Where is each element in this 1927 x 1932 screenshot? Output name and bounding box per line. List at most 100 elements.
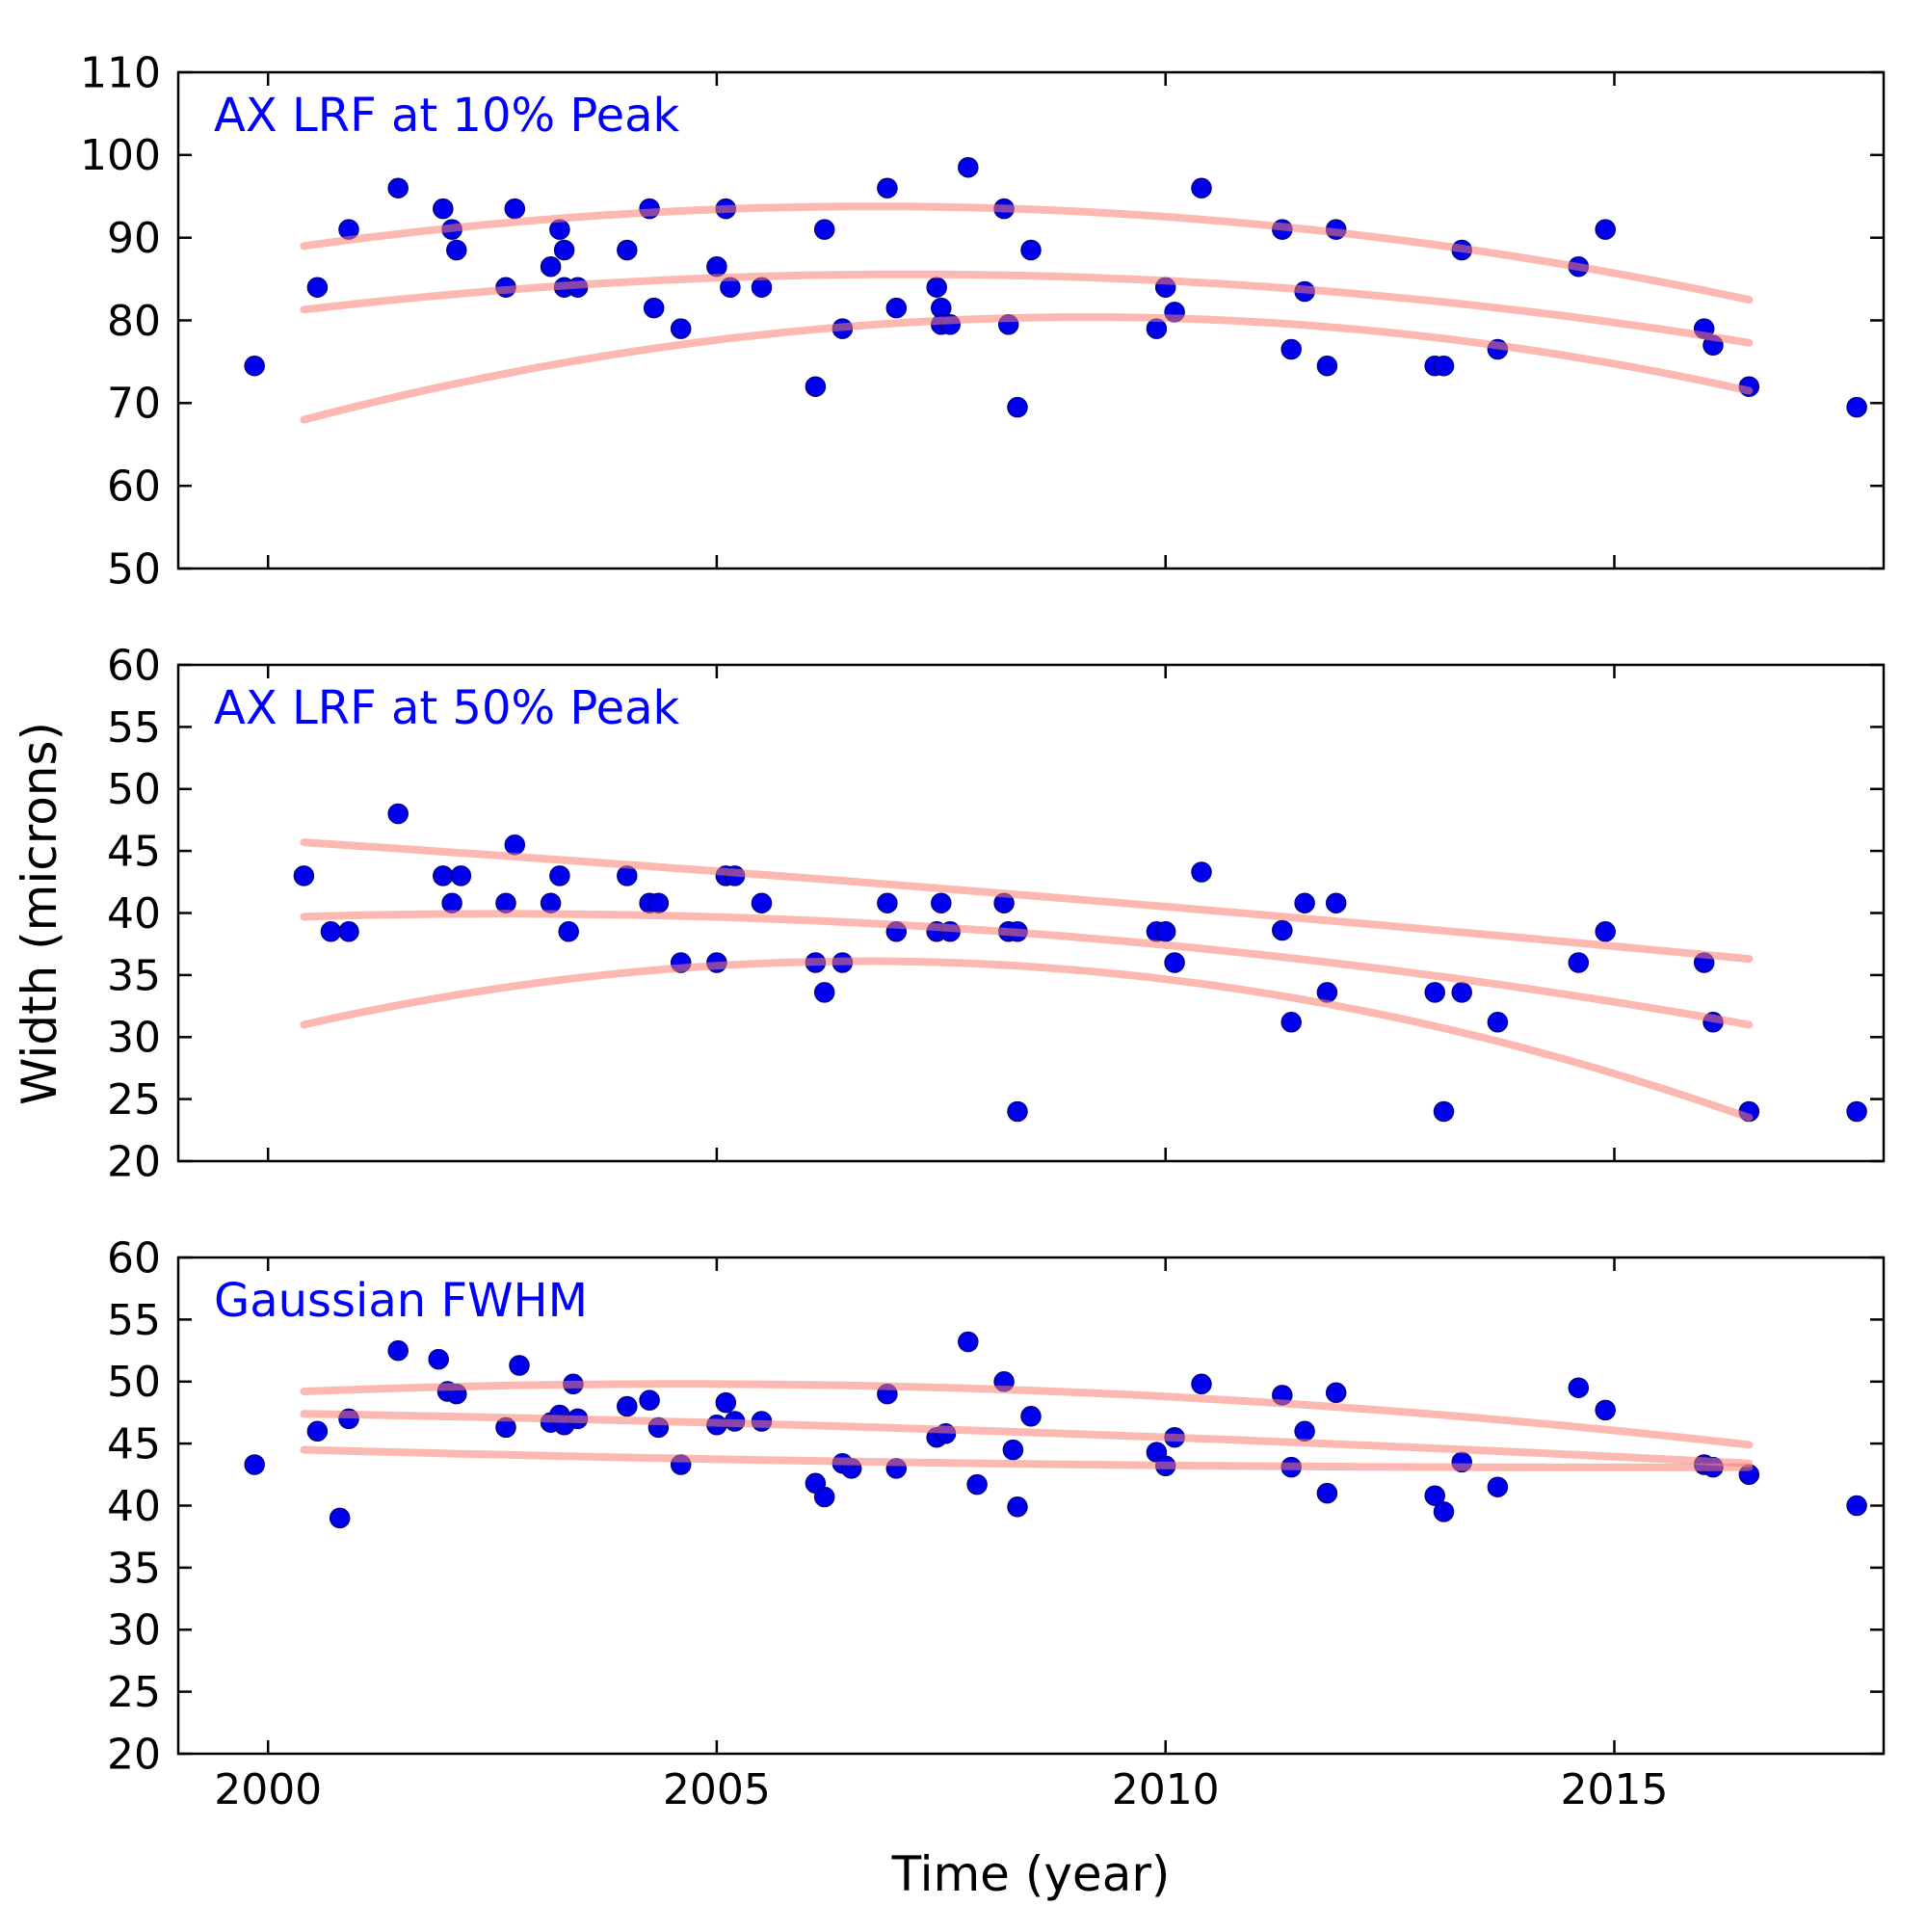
data-point — [433, 198, 454, 220]
data-point — [813, 982, 835, 1003]
data-point — [1433, 355, 1455, 377]
data-point — [1294, 892, 1315, 913]
data-point — [387, 1339, 409, 1362]
y-tick-label: 30 — [107, 1606, 161, 1655]
data-point — [931, 892, 952, 913]
x-tick-label: 2005 — [663, 1765, 771, 1814]
y-tick-label: 60 — [107, 1233, 161, 1283]
data-point — [1191, 861, 1212, 883]
data-point — [715, 1391, 737, 1414]
fit-curve — [300, 312, 1754, 424]
data-point — [433, 865, 454, 887]
y-tick-label: 70 — [107, 380, 161, 429]
panel-ax-lrf-10-peak: 50 60 70 80 90 100 110 — [80, 48, 1886, 594]
y-tick-label: 90 — [107, 214, 161, 263]
y-tick-label: 20 — [107, 1137, 161, 1186]
data-point — [509, 1355, 530, 1376]
data-point — [1846, 1495, 1867, 1517]
fit-curve — [300, 1445, 1754, 1471]
data-point — [1433, 1501, 1455, 1522]
data-point — [504, 198, 526, 220]
y-tick-label: 100 — [80, 131, 161, 180]
y-tick-label: 60 — [107, 463, 161, 512]
y-tick-label: 55 — [107, 1296, 161, 1345]
y-tick-label: 30 — [107, 1014, 161, 1063]
data-point — [813, 1486, 835, 1508]
y-tick-label: 20 — [107, 1730, 161, 1779]
data-point — [1846, 396, 1867, 418]
data-point — [446, 239, 467, 261]
data-point — [617, 1395, 638, 1417]
data-point — [1595, 219, 1616, 240]
data-point — [495, 892, 516, 913]
data-point — [1846, 1100, 1867, 1123]
y-tick-label: 35 — [107, 1544, 161, 1593]
fit-curve — [300, 1410, 1754, 1468]
y-tick-label: 35 — [107, 951, 161, 1000]
data-point — [885, 297, 908, 319]
fit-curve — [300, 1380, 1754, 1449]
data-point — [1020, 1406, 1042, 1427]
data-point — [540, 892, 562, 913]
data-point — [813, 219, 835, 240]
y-tick-label: 60 — [107, 641, 161, 690]
data-point — [926, 277, 947, 298]
data-point — [387, 803, 409, 825]
data-point — [877, 892, 898, 913]
y-tick-label: 25 — [107, 1075, 161, 1125]
data-point — [1020, 239, 1042, 261]
y-tick-label: 40 — [107, 889, 161, 939]
y-tick-label: 40 — [107, 1482, 161, 1531]
y-tick-label: 50 — [107, 544, 161, 594]
data-point — [1007, 1100, 1028, 1123]
y-tick-label: 45 — [107, 828, 161, 877]
data-point — [1154, 921, 1176, 942]
data-point — [553, 239, 575, 261]
data-point — [639, 1389, 660, 1411]
data-point — [1294, 1420, 1315, 1442]
panel-title-gaussian-fwhm: Gaussian FWHM — [214, 1274, 588, 1328]
x-axis-label: Time (year) — [891, 1846, 1171, 1902]
data-point — [1424, 1485, 1445, 1506]
x-tick-label: 2010 — [1112, 1765, 1220, 1814]
data-point — [805, 376, 827, 397]
data-point — [1325, 892, 1347, 913]
data-point — [244, 1454, 265, 1475]
data-point — [504, 834, 526, 856]
data-point — [293, 865, 315, 887]
data-point — [329, 1507, 351, 1529]
data-point — [1568, 1377, 1590, 1398]
data-point — [966, 1473, 988, 1495]
data-point — [1451, 982, 1472, 1003]
panel-ax-lrf-50-peak: 20 25 30 35 40 45 50 55 60 — [107, 641, 1886, 1186]
data-point — [450, 865, 472, 887]
data-point — [1568, 952, 1590, 973]
data-point — [1191, 177, 1212, 198]
fit-curve — [300, 957, 1754, 1122]
data-point — [1595, 1399, 1616, 1421]
y-tick-label: 45 — [107, 1420, 161, 1469]
data-point — [1595, 921, 1616, 942]
panel-title-ax-lrf-10-peak: AX LRF at 10% Peak — [214, 89, 680, 143]
x-tick-label: 2015 — [1561, 1765, 1669, 1814]
data-point — [1424, 982, 1445, 1003]
fit-curve — [300, 202, 1754, 304]
data-point — [1002, 1439, 1024, 1461]
data-point — [1191, 1373, 1212, 1395]
y-axis-label: Width (microns) — [12, 722, 67, 1105]
data-point — [540, 255, 562, 278]
data-point — [1316, 355, 1338, 377]
y-tick-label: 50 — [107, 765, 161, 814]
data-point — [1433, 1100, 1455, 1123]
y-tick-label: 25 — [107, 1668, 161, 1717]
data-point — [1487, 1476, 1509, 1497]
data-point — [1280, 1012, 1302, 1033]
x-tick-label: 2000 — [214, 1765, 322, 1814]
data-point — [958, 156, 979, 178]
data-point — [338, 921, 359, 942]
data-point — [549, 865, 570, 887]
data-point — [1164, 952, 1185, 973]
data-point — [958, 1331, 979, 1353]
